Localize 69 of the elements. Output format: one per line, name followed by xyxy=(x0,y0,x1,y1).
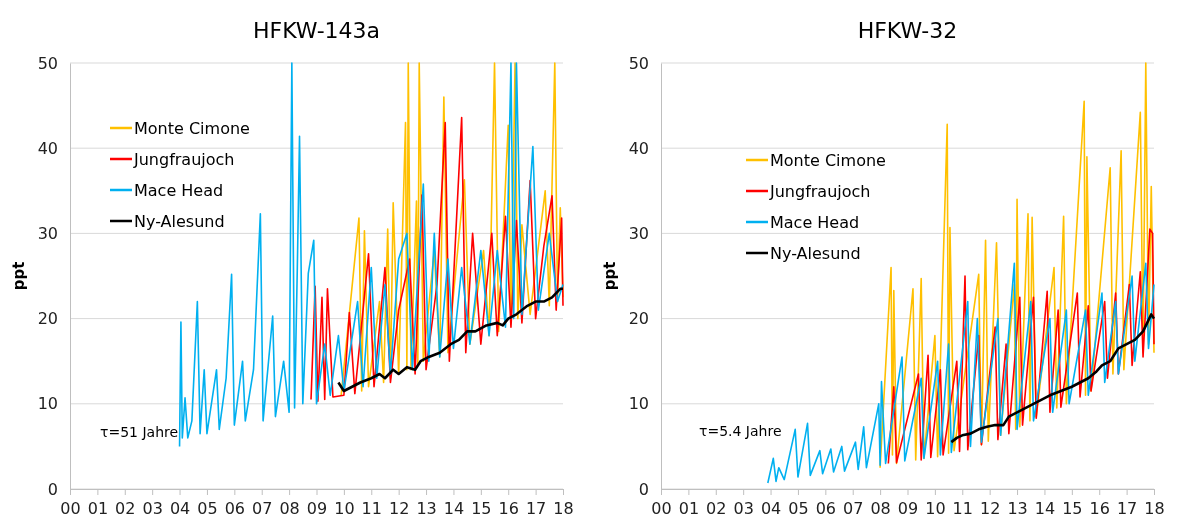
x-tick-label: 04 xyxy=(169,499,191,518)
annotation: τ=5.4 Jahre xyxy=(699,423,782,439)
line-series xyxy=(337,287,565,393)
x-tick-label: 03 xyxy=(733,499,754,518)
x-tick-label: 00 xyxy=(60,499,81,518)
x-tick-label: 13 xyxy=(416,499,437,518)
y-tick-label: 0 xyxy=(638,479,649,499)
x-tick-label: 11 xyxy=(361,499,382,518)
legend-label: Mace Head xyxy=(134,180,224,200)
legend-label: Ny-Alesund xyxy=(770,243,861,263)
x-tick-label: 07 xyxy=(252,499,273,518)
legend-label: Ny-Alesund xyxy=(134,211,225,231)
legend-label: Monte Cimone xyxy=(770,150,886,170)
line-series xyxy=(310,116,564,403)
x-tick-label: 01 xyxy=(678,499,700,518)
chart-title: HFKW-32 xyxy=(857,18,958,43)
x-tick-label: 11 xyxy=(952,499,973,518)
x-tick-label: 18 xyxy=(1144,499,1165,518)
x-tick-label: 10 xyxy=(925,499,946,518)
x-tick-label: 06 xyxy=(815,499,837,518)
x-tick-label: 06 xyxy=(224,499,246,518)
x-tick-label: 08 xyxy=(279,499,300,518)
x-tick-label: 00 xyxy=(651,499,672,518)
x-tick-label: 17 xyxy=(1116,499,1138,518)
x-tick-label: 13 xyxy=(1007,499,1028,518)
y-tick-label: 50 xyxy=(628,53,649,73)
legend-label: Jungfraujoch xyxy=(769,181,871,201)
y-tick-label: 0 xyxy=(47,479,58,499)
x-tick-label: 07 xyxy=(843,499,864,518)
y-tick-label: 30 xyxy=(628,224,649,244)
y-axis-title: ppt xyxy=(601,261,619,291)
x-tick-label: 02 xyxy=(115,499,136,518)
legend-label: Monte Cimone xyxy=(134,118,250,138)
x-tick-label: 14 xyxy=(443,499,465,518)
x-tick-label: 15 xyxy=(471,499,492,518)
y-tick-label: 10 xyxy=(37,394,58,414)
y-tick-label: 40 xyxy=(37,138,58,158)
x-tick-label: 16 xyxy=(498,499,519,518)
x-tick-label: 04 xyxy=(760,499,782,518)
line-series xyxy=(887,228,1155,465)
line-series xyxy=(340,62,564,397)
x-tick-label: 02 xyxy=(706,499,727,518)
x-tick-label: 14 xyxy=(1034,499,1056,518)
annotation: τ=51 Jahre xyxy=(100,424,179,440)
x-tick-label: 17 xyxy=(525,499,547,518)
legend-label: Mace Head xyxy=(770,212,860,232)
x-tick-label: 09 xyxy=(306,499,328,518)
x-tick-label: 08 xyxy=(870,499,891,518)
y-tick-label: 30 xyxy=(37,224,58,244)
y-tick-label: 20 xyxy=(37,309,58,329)
x-tick-label: 05 xyxy=(788,499,809,518)
line-series xyxy=(950,313,1156,444)
x-tick-label: 05 xyxy=(197,499,218,518)
x-tick-label: 10 xyxy=(334,499,355,518)
x-tick-label: 01 xyxy=(87,499,109,518)
x-tick-label: 18 xyxy=(553,499,574,518)
x-tick-label: 12 xyxy=(388,499,410,518)
y-tick-label: 50 xyxy=(37,53,58,73)
x-tick-label: 12 xyxy=(979,499,1001,518)
chart-title: HFKW-143a xyxy=(252,18,381,43)
y-tick-label: 40 xyxy=(628,138,649,158)
x-tick-label: 16 xyxy=(1089,499,1110,518)
x-tick-label: 03 xyxy=(142,499,163,518)
x-tick-label: 15 xyxy=(1062,499,1083,518)
y-axis-title: ppt xyxy=(10,261,28,291)
legend-label: Jungfraujoch xyxy=(133,149,235,169)
y-tick-label: 20 xyxy=(628,309,649,329)
y-tick-label: 10 xyxy=(628,394,649,414)
x-tick-label: 09 xyxy=(897,499,919,518)
